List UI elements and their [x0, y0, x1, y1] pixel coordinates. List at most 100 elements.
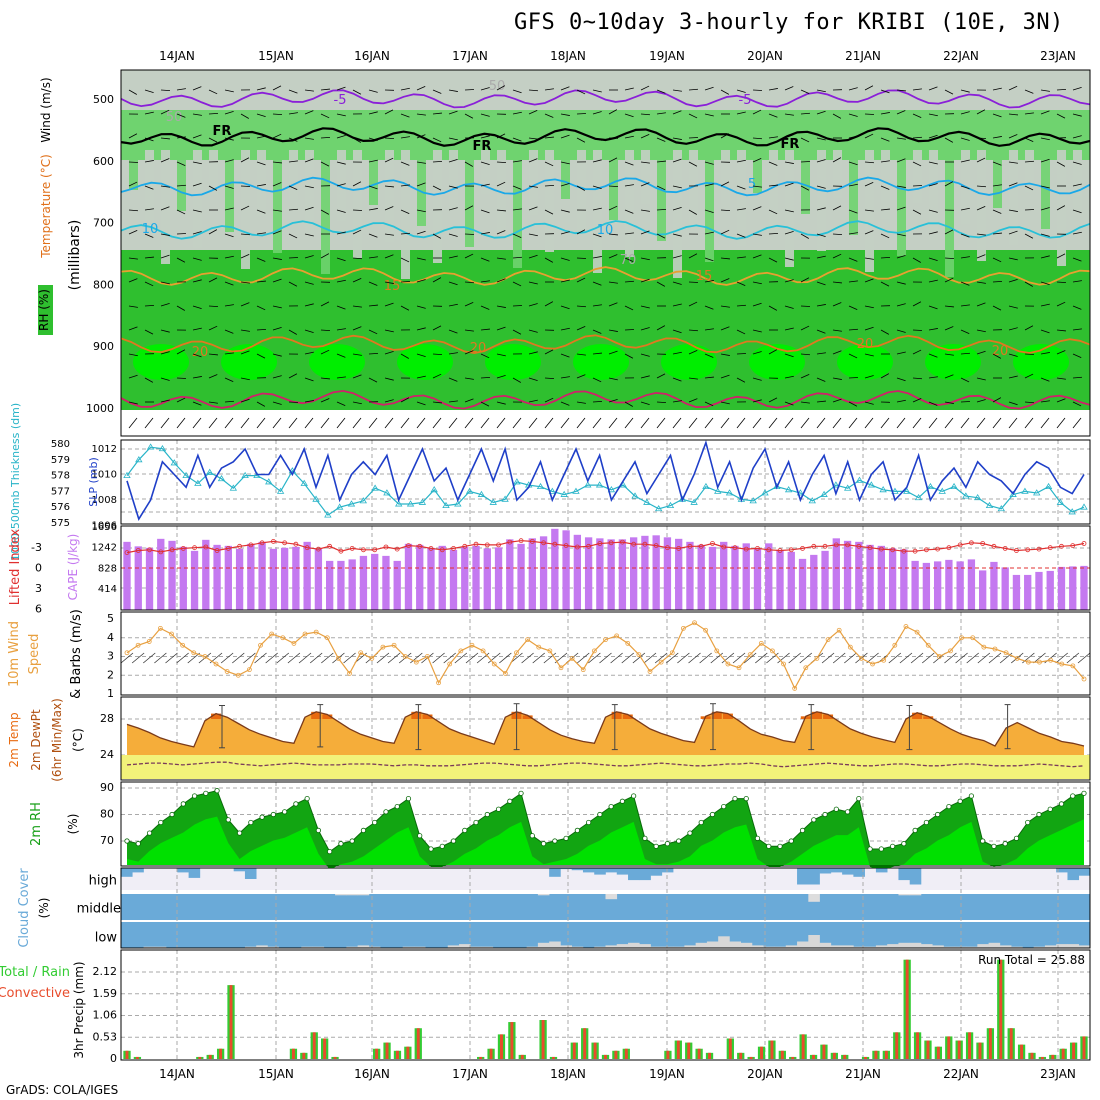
wind-barb [208, 353, 218, 356]
thickness-point [997, 505, 1006, 512]
rh2m-point [1002, 841, 1008, 847]
rh2m-point [980, 838, 986, 844]
wind-speed-point [1014, 655, 1020, 661]
cloud-low-bar [797, 941, 809, 948]
lifted-index-point [890, 547, 895, 553]
rh-band [121, 110, 1090, 160]
wind-barb [160, 158, 170, 163]
wind-barb [1056, 281, 1067, 284]
surface-barb [1056, 417, 1066, 429]
wind-barb [400, 232, 411, 235]
wind-barb [1040, 303, 1050, 307]
wind-barb [704, 135, 714, 139]
wind-barb [672, 110, 682, 115]
wind-barb [256, 280, 266, 283]
wind-barb [992, 136, 1002, 139]
wind-barb [304, 158, 314, 163]
cloud-axis-label-2: (%) [37, 898, 51, 919]
wind-speed-point [781, 661, 786, 667]
cloud-level-low: low [95, 931, 118, 946]
wind-barb [240, 350, 250, 355]
wind-speed-point [603, 637, 608, 643]
cloud-low-bar [999, 945, 1012, 948]
slp-panel [121, 439, 1090, 524]
wind-barb [848, 161, 858, 166]
cape-bar [697, 544, 705, 610]
wind-barb [160, 377, 170, 381]
wind-speed-point [636, 652, 642, 658]
wind-barb [720, 89, 730, 95]
wind-barb [624, 161, 634, 166]
wind-barb [1008, 209, 1018, 212]
cloud-panel [121, 868, 1091, 948]
wind-speed-point [580, 667, 586, 673]
wind-barb [743, 652, 757, 664]
wind-barb [528, 109, 538, 115]
cloud-high-bar [819, 868, 832, 874]
rh2m-point [799, 827, 806, 834]
precip-convective-bar [1082, 1036, 1086, 1059]
wind-speed-point [792, 685, 798, 691]
temp-axis-label-3: (6hr Min/Max) [50, 698, 64, 782]
cape-bar [584, 537, 593, 610]
wind-axis-label-3: & Barbs (m/s) [69, 609, 84, 699]
surface-barb [496, 417, 506, 429]
thickness-point [536, 482, 545, 490]
wind-barb [592, 377, 602, 383]
rh2m-point [360, 827, 367, 834]
wind-barb [610, 652, 623, 664]
thickness-point [418, 498, 427, 505]
wind-barb [832, 398, 842, 403]
wind-barb [944, 181, 954, 187]
wind-barb [224, 159, 234, 163]
cloud-high-bar [594, 868, 606, 875]
wind-tick: 5 [107, 612, 114, 625]
wind-barb [640, 161, 650, 164]
wind-barb [544, 257, 554, 263]
rh-column [593, 150, 602, 273]
wind-barb [640, 230, 650, 235]
wind-barb [912, 209, 922, 215]
lifted-index-point [439, 547, 445, 553]
precip-convective-bar [1030, 1052, 1034, 1059]
contour-label: 15 [696, 269, 713, 284]
wind-barb [864, 326, 874, 331]
wind-barb [512, 256, 523, 259]
wind-speed-point [347, 670, 352, 676]
wind-speed-point [536, 644, 542, 650]
thickness-point [879, 486, 887, 493]
wind-barb [512, 185, 522, 190]
wind-barb [976, 302, 986, 307]
wind-barb [736, 208, 746, 211]
precip-convective-bar [333, 1056, 337, 1059]
wind-barb [896, 303, 906, 307]
wind-barb [784, 353, 794, 358]
cape-tick: 828 [98, 563, 117, 574]
wind-barb [1072, 376, 1083, 379]
lifted-index-point [698, 543, 704, 549]
surface-barb [432, 417, 442, 429]
rh-column [257, 150, 266, 216]
wind-barb [192, 279, 202, 283]
rh-column [545, 150, 554, 252]
cape-bar [157, 538, 165, 610]
wind-barb [720, 401, 730, 405]
date-label-bottom: 14JAN [159, 1067, 195, 1081]
temp-hot-fill [923, 716, 934, 719]
wind-barb [336, 328, 346, 331]
wind-barb [272, 401, 282, 405]
wind-barb [1072, 257, 1082, 262]
wind-speed-point [425, 654, 430, 659]
rh2m-point [236, 830, 243, 836]
wind-barb [1008, 375, 1018, 379]
wind-barb [912, 301, 922, 307]
cloud-axis-label-full: Cloud Cover (%) [0, 0, 9, 1]
precip-convective-bar [760, 1046, 763, 1059]
surface-barb [384, 417, 394, 429]
wind-barb [832, 281, 842, 284]
wind-barb [643, 652, 657, 664]
surface-barb [1008, 417, 1018, 429]
wind-barb [142, 652, 156, 664]
wind-barb [788, 652, 801, 664]
cape-bar [145, 547, 154, 610]
